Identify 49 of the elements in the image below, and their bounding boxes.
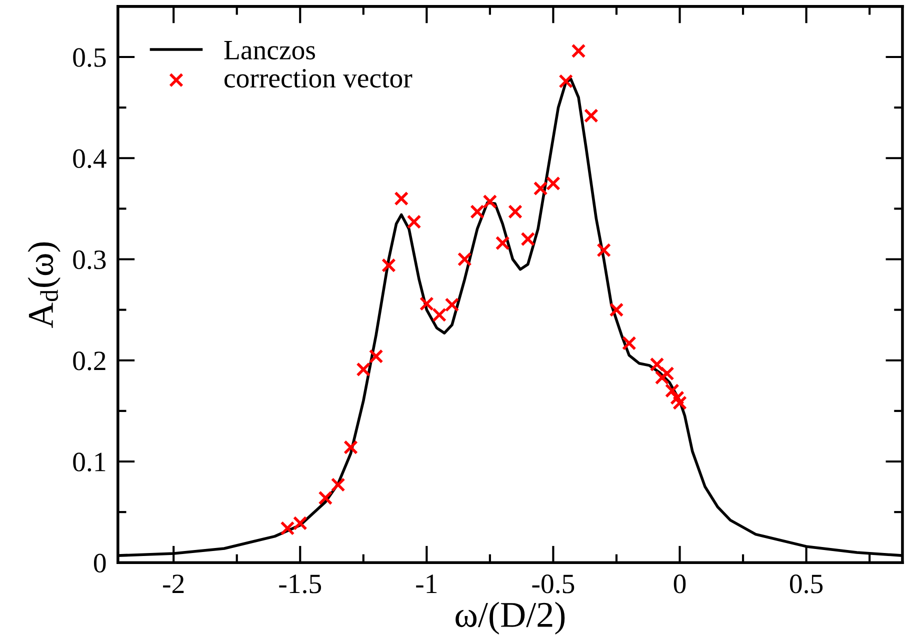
y-tick-label: 0.4	[73, 149, 106, 168]
legend-label: correction vector	[224, 68, 412, 88]
point	[571, 44, 586, 58]
legend-label: Lanczos	[224, 41, 316, 60]
point	[596, 242, 612, 258]
point	[520, 232, 536, 246]
point	[670, 390, 684, 405]
point	[406, 214, 422, 230]
point	[558, 74, 574, 88]
point	[609, 302, 624, 318]
point	[482, 194, 498, 209]
point	[457, 252, 472, 266]
y-axis-title: A$_{d}$(ω)	[28, 242, 60, 328]
x-tick-label: -1	[416, 574, 437, 594]
point	[368, 349, 384, 364]
point	[382, 258, 396, 273]
point	[394, 191, 409, 206]
y-tick-label: 0.5	[73, 48, 106, 68]
point	[672, 396, 687, 410]
point	[292, 516, 308, 530]
point	[650, 357, 664, 372]
y-tick-label: 0.2	[73, 352, 106, 370]
point	[546, 176, 560, 191]
point	[432, 308, 447, 322]
point	[444, 298, 460, 312]
point	[654, 370, 670, 385]
point	[622, 336, 636, 350]
x-tick-label: -2	[163, 574, 184, 594]
x-tick-label: 0.5	[790, 574, 823, 594]
y-tick-label: 0	[94, 554, 106, 573]
x-axis-title: ω/(D/2)	[456, 602, 565, 634]
point	[344, 440, 358, 455]
point	[664, 384, 680, 398]
point	[584, 108, 598, 123]
point	[470, 204, 484, 219]
point	[280, 521, 295, 536]
point	[533, 181, 548, 196]
point	[330, 478, 346, 492]
point	[508, 204, 522, 219]
point	[356, 362, 371, 377]
point	[318, 490, 333, 506]
x-tick-label: 0	[674, 574, 686, 594]
y-tick-label: 0.1	[73, 452, 106, 472]
x-tick-label: -0.5	[532, 574, 574, 594]
point	[660, 366, 674, 381]
point	[495, 236, 510, 250]
point	[419, 296, 434, 311]
x-tick-label: -1.5	[279, 574, 322, 594]
y-tick-label: 0.3	[73, 250, 106, 270]
